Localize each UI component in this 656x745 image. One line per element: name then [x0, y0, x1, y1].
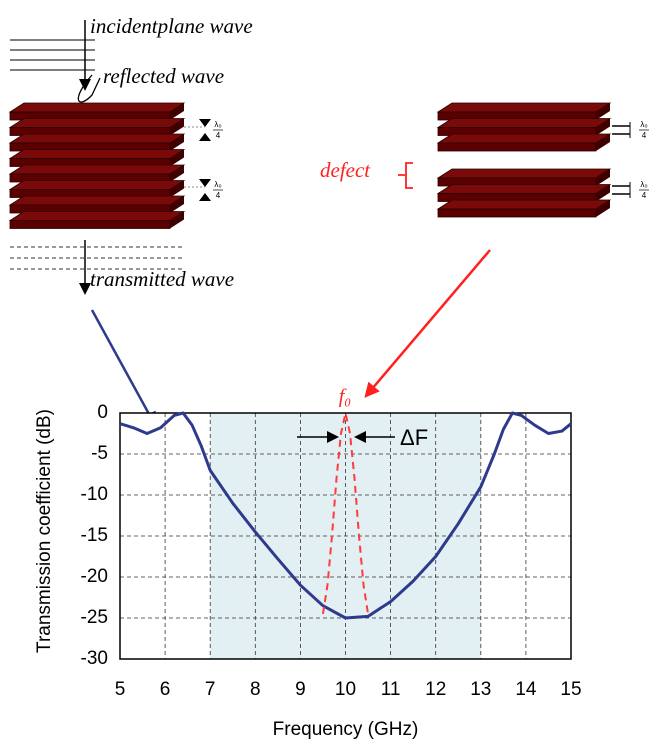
slab-front [9, 220, 171, 229]
slab-side [596, 169, 610, 186]
x-axis-label: Frequency (GHz) [273, 719, 419, 740]
y-tick-label: -30 [81, 648, 108, 669]
slab-front [437, 142, 597, 152]
x-tick-label: 11 [381, 679, 401, 700]
quarter-num: λ₀ [214, 180, 221, 189]
slab-front [437, 208, 597, 218]
slab-top [436, 199, 612, 210]
slab-side [596, 118, 610, 136]
diagram: incidentplane wave reflected wave λ₀ 4 λ₀ 4… [8, 14, 649, 428]
transmitted-label: transmitted wave [90, 267, 234, 291]
x-tick-label: 8 [250, 679, 261, 700]
reflection-arrow [77, 74, 101, 103]
slab-side [596, 200, 610, 217]
red-pointer [364, 249, 491, 398]
slab-side [170, 165, 184, 182]
slab-top [8, 195, 186, 206]
slab-top [8, 164, 186, 175]
slab-top [436, 133, 612, 144]
x-tick-label: 13 [470, 679, 491, 700]
slab-side [596, 103, 610, 120]
quarter-num: λ₀ [640, 180, 647, 189]
quarter-den: 4 [216, 131, 221, 140]
y-tick-label: 0 [97, 402, 108, 423]
quarter-num: λ₀ [640, 120, 647, 129]
spacing-arrow [199, 133, 211, 141]
slab-side [170, 134, 184, 151]
slab-side [596, 134, 610, 151]
slab-top [8, 102, 186, 113]
series-line [321, 412, 370, 615]
slab-top [436, 184, 612, 194]
slab-side [170, 211, 184, 229]
slab-top [8, 211, 186, 221]
right-stack: λ₀ 4 λ₀ 4 [436, 102, 649, 218]
slab-side [170, 118, 184, 136]
slab-top [8, 118, 186, 128]
slab-top [436, 168, 612, 179]
slab-top [436, 102, 612, 113]
x-tick-label: 12 [425, 679, 446, 700]
y-tick-label: -20 [81, 566, 108, 587]
f0-label: f₀ [339, 386, 352, 408]
y-axis-label: Transmission coefficient (dB) [34, 409, 55, 653]
series-line [119, 411, 572, 620]
x-tick-label: 7 [205, 679, 216, 700]
slab-top [436, 118, 612, 128]
x-tick-label: 10 [335, 679, 356, 700]
blue-pointer [90, 309, 157, 428]
slab-top [8, 133, 186, 144]
transmitted-lines [10, 246, 182, 270]
left-stack: λ₀ 4 λ₀ 4 [8, 102, 223, 229]
x-tick-label: 14 [515, 679, 537, 700]
y-tick-label: -15 [81, 525, 108, 546]
x-tick-label: 6 [160, 679, 171, 700]
spacing-arrow [199, 179, 211, 187]
defect-label: defect [320, 158, 371, 182]
quarter-num: λ₀ [214, 120, 221, 129]
x-tick-label: 9 [295, 679, 306, 700]
spacing-arrow [199, 119, 211, 127]
y-tick-label: -10 [81, 484, 108, 505]
slab-side [596, 184, 610, 202]
slab-top [8, 180, 186, 190]
slab-side [170, 103, 184, 120]
y-tick-label: -25 [81, 607, 108, 628]
slab-side [170, 180, 184, 198]
x-tick-label: 15 [560, 679, 581, 700]
slab-top [8, 149, 186, 159]
slab-side [170, 149, 184, 167]
quarter-den: 4 [216, 191, 221, 200]
chart: 5 6 7 8 9 10 11 12 13 14 15 -30 -25 -20 -15 -10 -5 0 Frequ… [34, 386, 582, 740]
reflected-label: reflected wave [103, 64, 224, 88]
plot-frame [119, 412, 572, 660]
incident-lines [10, 39, 95, 71]
spacing-arrow [199, 193, 211, 201]
y-tick-label: -5 [91, 443, 108, 464]
quarter-den: 4 [642, 191, 647, 200]
slab-side [170, 196, 184, 213]
incident-label: incidentplane wave [90, 14, 253, 38]
defect-bracket [398, 162, 413, 189]
quarter-den: 4 [642, 131, 647, 140]
x-tick-label: 5 [115, 679, 126, 700]
delta-f-label: ΔF [400, 425, 428, 450]
